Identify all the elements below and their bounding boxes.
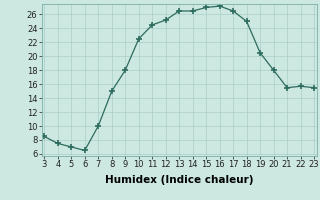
X-axis label: Humidex (Indice chaleur): Humidex (Indice chaleur) — [105, 175, 253, 185]
